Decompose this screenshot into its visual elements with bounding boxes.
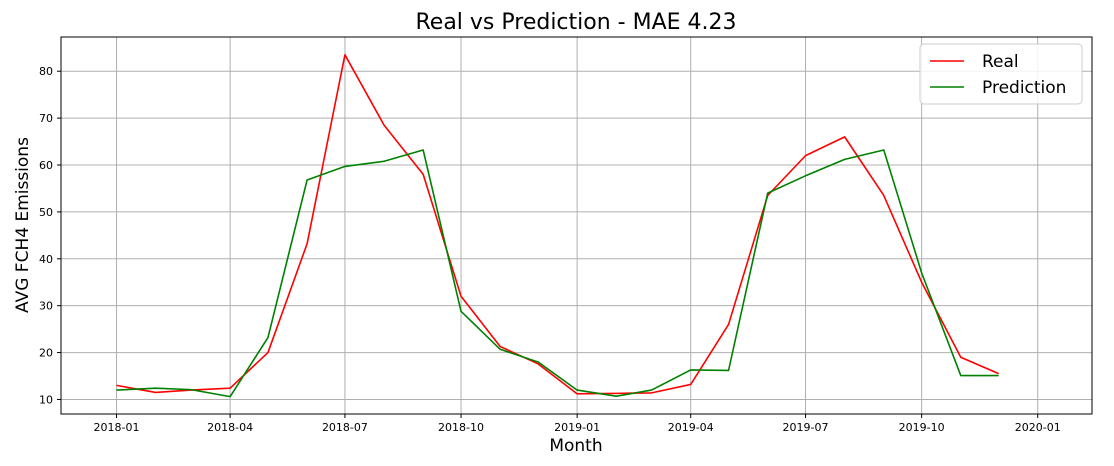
- y-tick-label: 30: [39, 300, 53, 313]
- y-tick-label: 40: [39, 253, 53, 266]
- y-tick-label: 20: [39, 347, 53, 360]
- x-tick-label: 2018-07: [322, 421, 368, 434]
- x-tick-label: 2018-10: [438, 421, 484, 434]
- x-tick-label: 2020-01: [1015, 421, 1061, 434]
- y-tick-label: 80: [39, 65, 53, 78]
- x-tick-label: 2019-10: [899, 421, 945, 434]
- y-axis: 10 20 30 40 50 60 70 80: [39, 65, 61, 406]
- x-tick-label: 2018-01: [94, 421, 140, 434]
- plot-area: [60, 36, 1093, 415]
- y-tick-label: 60: [39, 159, 53, 172]
- x-axis: 2018-01 2018-04 2018-07 2018-10 2019-01 2019-…: [94, 414, 1061, 434]
- x-tick-label: 2018-04: [207, 421, 253, 434]
- y-tick-label: 10: [39, 393, 53, 406]
- legend: Real Prediction: [919, 43, 1083, 105]
- series-line-real: [116, 54, 999, 395]
- grid: [61, 37, 1092, 414]
- legend-label: Real: [982, 52, 1019, 72]
- x-tick-label: 2019-04: [668, 421, 714, 434]
- x-axis-label: Month: [549, 436, 602, 456]
- chart-title: Real vs Prediction - MAE 4.23: [415, 10, 736, 35]
- y-tick-label: 70: [39, 112, 53, 125]
- y-tick-label: 50: [39, 206, 53, 219]
- series-line-prediction: [116, 149, 999, 398]
- series-group: [116, 54, 999, 398]
- y-axis-label: AVG FCH4 Emissions: [13, 137, 33, 313]
- x-tick-label: 2019-07: [783, 421, 829, 434]
- x-tick-label: 2019-01: [554, 421, 600, 434]
- legend-box: [919, 43, 1083, 105]
- legend-label: Prediction: [982, 78, 1066, 98]
